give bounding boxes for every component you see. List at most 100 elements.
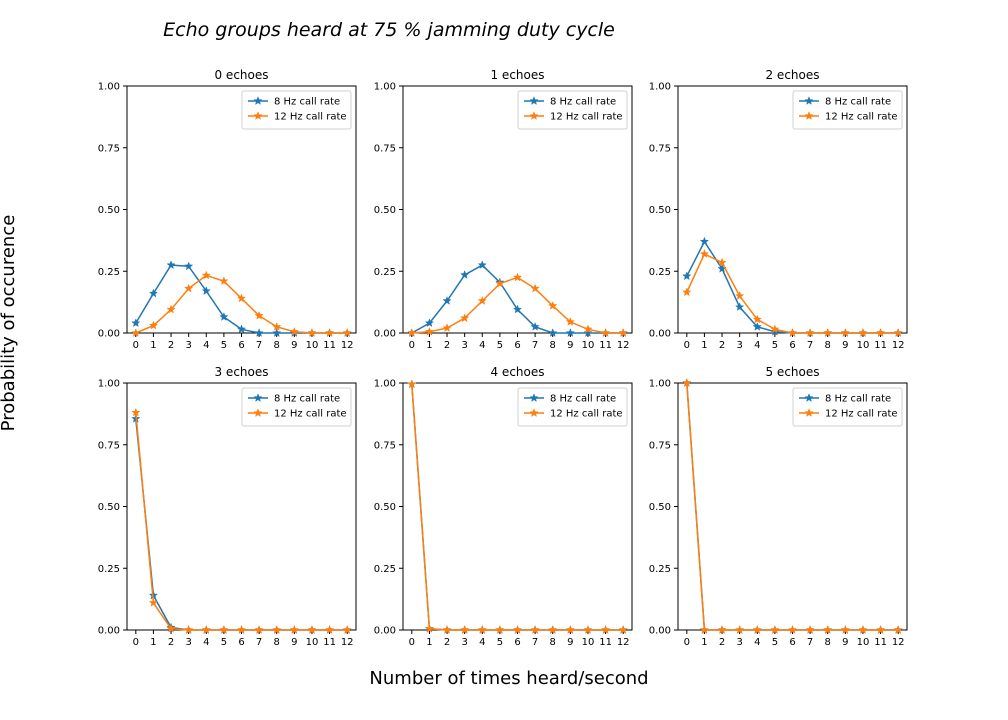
x-tick-label: 8	[550, 637, 556, 648]
data-point	[307, 625, 317, 634]
x-tick-label: 9	[842, 340, 848, 351]
x-tick-label: 4	[203, 637, 209, 648]
data-point	[699, 625, 710, 634]
y-tick-label: 1.00	[374, 379, 396, 390]
legend: 8 Hz call rate 12 Hz call rate	[241, 90, 352, 130]
data-point	[272, 625, 282, 634]
data-point	[148, 597, 159, 607]
y-tick-label: 0.75	[374, 143, 396, 154]
y-tick-label: 0.50	[649, 205, 671, 216]
x-tick-label: 8	[274, 340, 280, 351]
legend-marker	[804, 111, 814, 120]
legend-label: 8 Hz call rate	[825, 394, 891, 405]
x-tick-label: 0	[409, 637, 415, 648]
y-tick-label: 0.25	[649, 267, 671, 278]
data-point	[805, 328, 815, 337]
data-point	[875, 625, 886, 634]
x-tick-label: 12	[341, 637, 354, 648]
x-tick-label: 8	[825, 340, 831, 351]
data-point	[600, 328, 611, 337]
x-tick-label: 10	[857, 637, 870, 648]
data-point	[823, 625, 833, 634]
data-point	[770, 625, 780, 634]
legend-marker	[529, 96, 539, 105]
data-point	[131, 318, 141, 328]
x-tick-label: 11	[874, 637, 887, 648]
data-point	[600, 625, 611, 634]
legend-marker	[253, 408, 263, 417]
y-tick-label: 0.75	[649, 440, 671, 451]
data-point	[219, 625, 229, 634]
data-point	[787, 328, 798, 337]
data-point	[459, 625, 470, 634]
x-tick-label: 8	[550, 340, 556, 351]
subplot-title: 2 echoes	[765, 68, 819, 82]
data-point	[548, 300, 558, 310]
data-point	[131, 328, 141, 337]
data-point	[442, 625, 452, 634]
data-point	[342, 625, 352, 634]
legend-label: 12 Hz call rate	[550, 112, 623, 123]
legend-frame	[241, 90, 352, 130]
legend-label: 12 Hz call rate	[274, 409, 347, 420]
data-point	[183, 261, 194, 271]
y-tick-label: 0.25	[374, 564, 396, 575]
subplot-title: 4 echoes	[490, 365, 544, 379]
legend: 8 Hz call rate 12 Hz call rate	[792, 387, 903, 427]
legend-marker	[804, 408, 814, 417]
x-tick-label: 2	[444, 340, 450, 351]
legend-label: 12 Hz call rate	[274, 112, 347, 123]
x-tick-label: 7	[807, 637, 813, 648]
data-point	[289, 326, 300, 336]
data-point	[342, 328, 352, 337]
x-tick-label: 11	[323, 637, 336, 648]
legend-label: 8 Hz call rate	[274, 394, 340, 405]
x-tick-label: 3	[461, 340, 467, 351]
x-tick-label: 3	[185, 637, 191, 648]
x-tick-label: 0	[133, 340, 139, 351]
data-point	[407, 379, 417, 389]
data-point	[840, 625, 851, 634]
data-point	[272, 321, 282, 331]
legend-frame	[517, 90, 628, 130]
data-point	[148, 288, 159, 298]
data-point	[583, 625, 593, 634]
data-point	[893, 625, 903, 634]
y-tick-label: 0.50	[649, 502, 671, 513]
data-point	[805, 625, 815, 634]
data-point	[236, 293, 247, 303]
x-tick-label: 1	[150, 340, 156, 351]
x-tick-label: 12	[617, 340, 630, 351]
y-tick-label: 1.00	[649, 82, 671, 93]
data-point	[752, 625, 762, 634]
data-point	[324, 625, 335, 634]
data-point	[840, 328, 851, 337]
x-tick-label: 8	[825, 637, 831, 648]
data-point	[530, 283, 540, 293]
x-tick-label: 2	[719, 637, 725, 648]
y-tick-label: 0.00	[649, 626, 671, 637]
y-tick-label: 0.25	[98, 564, 120, 575]
x-tick-label: 10	[306, 637, 319, 648]
data-point	[734, 291, 745, 300]
data-point	[565, 328, 576, 337]
y-tick-label: 0.00	[98, 626, 120, 637]
data-point	[201, 625, 211, 634]
x-tick-label: 11	[323, 340, 336, 351]
x-tick-label: 6	[238, 637, 244, 648]
data-point	[512, 625, 523, 634]
y-tick-label: 0.25	[649, 564, 671, 575]
data-point	[236, 324, 247, 334]
data-point	[459, 313, 470, 323]
data-point	[717, 257, 727, 267]
x-tick-label: 4	[479, 637, 485, 648]
x-tick-label: 4	[479, 340, 485, 351]
legend-label: 12 Hz call rate	[825, 409, 898, 420]
data-point	[495, 278, 505, 288]
legend-label: 8 Hz call rate	[825, 97, 891, 108]
legend-label: 8 Hz call rate	[550, 97, 616, 108]
x-tick-label: 10	[857, 340, 870, 351]
